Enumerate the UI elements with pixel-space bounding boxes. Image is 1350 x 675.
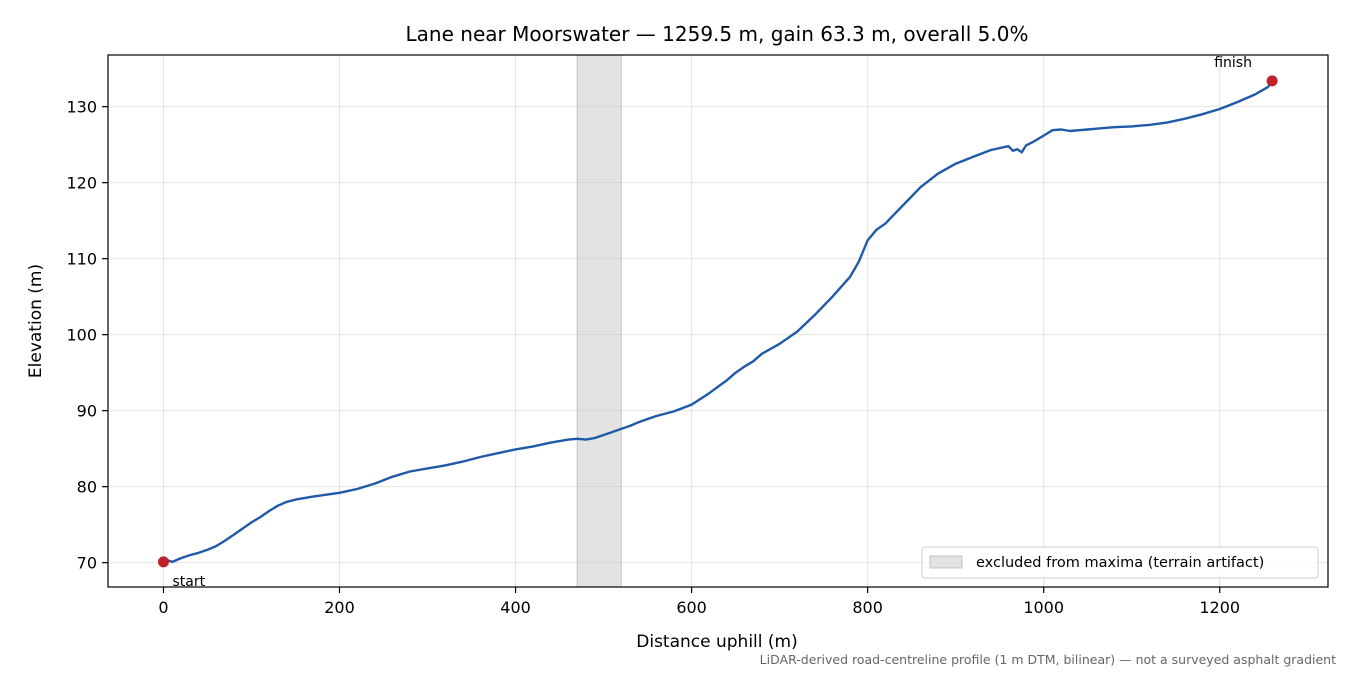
y-tick-label: 70 [77, 554, 97, 573]
legend-swatch [929, 555, 963, 569]
x-tick-label: 0 [158, 598, 168, 617]
legend-box [921, 546, 1319, 579]
start-label: start [172, 574, 205, 590]
finish-marker [1266, 75, 1278, 87]
footnote: LiDAR-derived road-centreline profile (1… [760, 652, 1336, 667]
chart-title: Lane near Moorswater — 1259.5 m, gain 63… [406, 22, 1029, 46]
x-tick-label: 200 [324, 598, 355, 617]
x-tick-label: 400 [500, 598, 531, 617]
y-tick-label: 130 [66, 98, 97, 117]
y-tick-label: 100 [66, 326, 97, 345]
y-axis-ticks: 70 80 90 100 110 120 130 [66, 98, 108, 573]
y-tick-label: 110 [66, 250, 97, 269]
start-marker [157, 556, 169, 568]
x-tick-label: 1000 [1023, 598, 1064, 617]
elevation-profile-line [162, 79, 1274, 564]
x-axis-label: Distance uphill (m) [636, 632, 797, 652]
x-tick-label: 600 [676, 598, 707, 617]
y-axis-label: Elevation (m) [26, 264, 46, 378]
y-tick-label: 120 [66, 174, 97, 193]
plot-frame [107, 54, 1329, 588]
y-tick-label: 80 [77, 478, 97, 497]
grid-lines [108, 55, 1328, 587]
legend: excluded from maxima (terrain artifact) [921, 546, 1319, 579]
x-tick-label: 800 [852, 598, 883, 617]
finish-label: finish [1214, 55, 1252, 71]
y-tick-label: 90 [77, 402, 97, 421]
excluded-region [576, 54, 622, 588]
x-axis-ticks: 0 200 400 600 800 1000 1200 [158, 587, 1240, 617]
legend-label: excluded from maxima (terrain artifact) [976, 555, 1264, 571]
x-tick-label: 1200 [1199, 598, 1240, 617]
